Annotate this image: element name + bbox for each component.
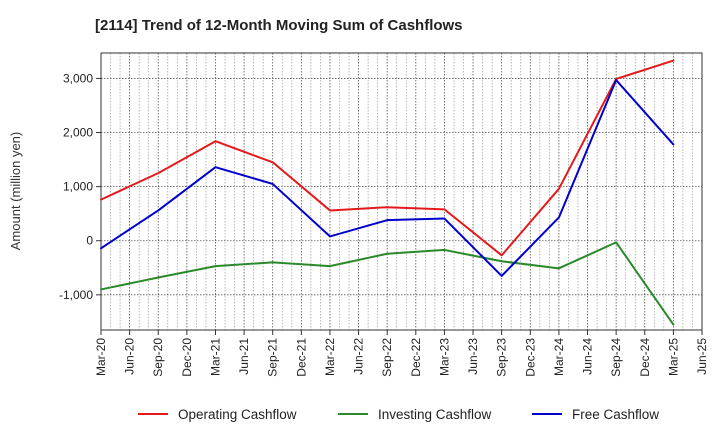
x-tick-label: Mar-22 (323, 338, 337, 376)
x-tick-label: Mar-24 (552, 338, 566, 376)
x-tick-label: Sep-21 (266, 338, 280, 377)
axes: -1,000 0 1,000 2,000 3,000 Mar-20 Jun-20 Sep-20… (59, 52, 709, 377)
legend-label: Operating Cashflow (178, 407, 297, 422)
x-tick-label: Sep-20 (151, 338, 165, 377)
plot-frame (100, 52, 703, 331)
legend-label: Investing Cashflow (378, 407, 492, 422)
x-tick-label: Mar-25 (666, 338, 680, 376)
x-tick-label: Dec-20 (180, 338, 194, 377)
chart-title: [2114] Trend of 12-Month Moving Sum of C… (95, 17, 463, 34)
x-tick-label: Dec-22 (409, 338, 423, 377)
y-tick-label: 2,000 (63, 126, 93, 140)
series-line-operating-cashflow (100, 59, 675, 257)
x-tick-label: Jun-20 (123, 338, 137, 375)
x-tick-label: Dec-21 (294, 338, 308, 377)
series-line-investing-cashflow (100, 241, 675, 326)
x-tick-label: Dec-23 (523, 338, 537, 377)
grid (100, 53, 703, 330)
y-tick-label: 1,000 (63, 180, 93, 194)
y-axis-label: Amount (million yen) (8, 132, 23, 251)
legend: Operating Cashflow Investing Cashflow Free… (138, 407, 659, 422)
x-tick-label: Jun-21 (237, 338, 251, 375)
x-tick-label: Jun-24 (581, 338, 595, 375)
x-tick-label: Mar-23 (437, 338, 451, 376)
plot-area (101, 53, 702, 330)
legend-label: Free Cashflow (572, 407, 659, 422)
y-tick-label: 0 (86, 234, 93, 248)
x-tick-label: Mar-20 (94, 338, 108, 376)
y-tick-label: 3,000 (63, 71, 93, 85)
x-tick-label: Sep-23 (495, 338, 509, 377)
x-tick-label: Sep-22 (380, 338, 394, 377)
x-tick-label: Dec-24 (638, 338, 652, 377)
x-tick-label: Sep-24 (609, 338, 623, 377)
x-tick-label: Jun-23 (466, 338, 480, 375)
series-line-free-cashflow (100, 79, 675, 277)
x-tick-label: Jun-22 (352, 338, 366, 375)
x-tick-label: Jun-25 (695, 338, 709, 375)
series-lines (100, 59, 675, 326)
y-tick-label: -1,000 (59, 288, 93, 302)
x-tick-label: Mar-21 (208, 338, 222, 376)
